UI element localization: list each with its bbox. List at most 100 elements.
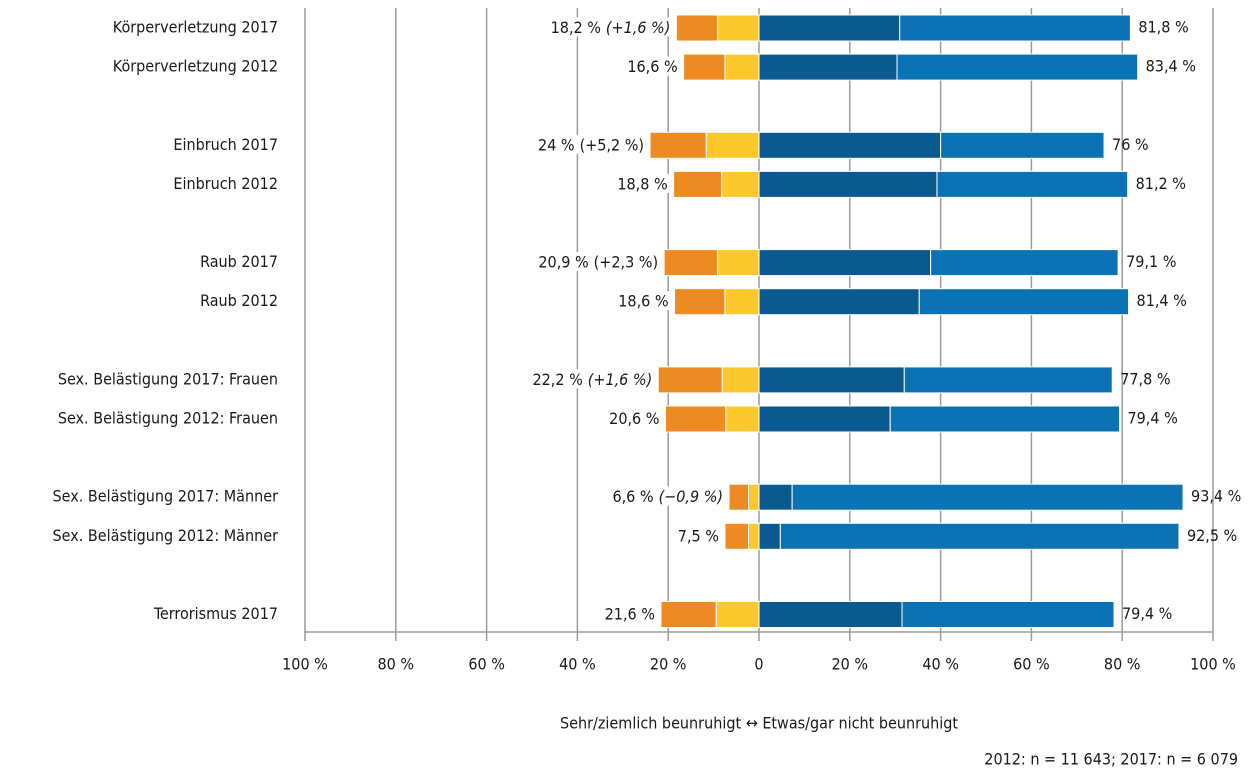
left-label: 16,6 % [627, 57, 677, 76]
note: 2012: n = 11 643; 2017: n = 6 079 [984, 750, 1238, 769]
bar-segment [899, 14, 1131, 42]
left-value: 7,5 % [678, 526, 719, 545]
left-value: 18,8 % [617, 174, 667, 193]
x-tick-label: 100 % [1190, 655, 1236, 674]
bar-segment [717, 14, 760, 42]
left-value: 20,9 % [538, 252, 588, 271]
label-background [535, 134, 648, 154]
bar-segment [889, 405, 1120, 433]
category-label: Raub 2017 [200, 252, 278, 271]
right-label: 81,2 % [1136, 174, 1186, 193]
category-label: Körperverletzung 2017 [113, 18, 278, 37]
label-background [529, 369, 656, 389]
right-label: 93,4 % [1191, 487, 1241, 506]
right-label: 79,4 % [1127, 409, 1177, 428]
label-background [609, 486, 727, 506]
bar-segment [930, 249, 1119, 277]
right-label: 77,8 % [1120, 369, 1170, 388]
left-value: 18,2 % [551, 18, 601, 37]
bar-segment [758, 522, 781, 550]
bar-segment [758, 405, 891, 433]
label-background [674, 525, 722, 545]
category-label: Sex. Belästigung 2012: Männer [53, 526, 279, 545]
bar-segment [657, 366, 723, 394]
right-label: 81,4 % [1137, 291, 1187, 310]
x-tick-label: 80 % [378, 655, 415, 674]
left-label: 7,5 % [678, 526, 719, 545]
bar-segment [758, 601, 903, 628]
left-label: 18,6 % [618, 291, 668, 310]
category-label: Terrorismus 2017 [153, 604, 278, 623]
bar-segment [896, 53, 1139, 81]
bar-segment [705, 131, 760, 159]
bar-segment [664, 405, 727, 433]
bar-segment [758, 131, 942, 159]
bar-segment [725, 405, 760, 433]
bar-segment [758, 249, 932, 277]
left-value: 6,6 % [612, 487, 653, 506]
bar-segment [940, 131, 1105, 159]
category-label: Sex. Belästigung 2017: Frauen [58, 369, 278, 388]
left-label: 6,6 % (−0,9 %) [612, 487, 723, 506]
bar-segment [674, 288, 726, 316]
bar-segment [673, 170, 723, 198]
left-value: 16,6 % [627, 57, 677, 76]
category-label: Einbruch 2012 [173, 174, 278, 193]
bar-segment [748, 483, 760, 511]
x-tick-label: 60 % [1013, 655, 1050, 674]
x-axis-label: Sehr/ziemlich beunruhigt ↔ Etwas/gar nic… [560, 714, 958, 733]
bar-segment [758, 288, 920, 316]
category-label: Körperverletzung 2012 [113, 57, 278, 76]
bar-segment [758, 483, 793, 511]
label-background [624, 56, 681, 76]
left-label: 21,6 % [605, 604, 655, 623]
change-label: (+1,6 %) [606, 18, 670, 37]
label-background [535, 252, 662, 272]
category-label: Sex. Belästigung 2012: Frauen [58, 409, 278, 428]
label-background [601, 604, 658, 623]
x-tick-label: 40 % [559, 655, 596, 674]
change-label: (+1,6 %) [588, 369, 652, 388]
label-background [606, 408, 663, 428]
x-tick-label: 40 % [922, 655, 959, 674]
category-label: Sex. Belästigung 2017: Männer [53, 487, 279, 506]
right-label: 92,5 % [1187, 526, 1237, 545]
x-tick-label: 100 % [282, 655, 328, 674]
bar-segment [724, 288, 760, 316]
bar-segment [649, 131, 707, 159]
bar-segment [663, 249, 719, 277]
category-label: Raub 2012 [200, 291, 278, 310]
left-value: 18,6 % [618, 291, 668, 310]
bar-segment [724, 522, 750, 550]
x-tick-label: 0 [754, 655, 763, 674]
x-tick-label: 80 % [1104, 655, 1141, 674]
left-label: 18,2 % (+1,6 %) [551, 18, 671, 37]
bar-segment [660, 601, 717, 628]
right-label: 76 % [1112, 135, 1149, 154]
left-label: 24 % (+5,2 %) [538, 135, 644, 154]
change-label: (−0,9 %) [659, 487, 723, 506]
bar-segment [758, 53, 898, 81]
right-label: 81,8 % [1138, 18, 1188, 37]
left-value: 24 % [538, 135, 575, 154]
bar-segment [728, 483, 750, 511]
bar-segment [918, 288, 1130, 316]
bar-segment [758, 366, 905, 394]
label-background [547, 17, 674, 37]
label-background [614, 173, 671, 193]
bar-segment [901, 601, 1115, 628]
bar-segment [791, 483, 1184, 511]
x-tick-label: 60 % [468, 655, 505, 674]
right-label: 79,1 % [1126, 252, 1176, 271]
bar-segment [675, 14, 719, 42]
left-label: 18,8 % [617, 174, 667, 193]
bar-segment [748, 522, 760, 550]
left-label: 22,2 % (+1,6 %) [532, 369, 652, 388]
x-tick-label: 20 % [650, 655, 687, 674]
left-value: 21,6 % [605, 604, 655, 623]
category-label: Einbruch 2017 [173, 135, 278, 154]
bar-segment [683, 53, 726, 81]
bar-segment [721, 366, 760, 394]
bar-segment [779, 522, 1180, 550]
left-value: 20,6 % [609, 409, 659, 428]
